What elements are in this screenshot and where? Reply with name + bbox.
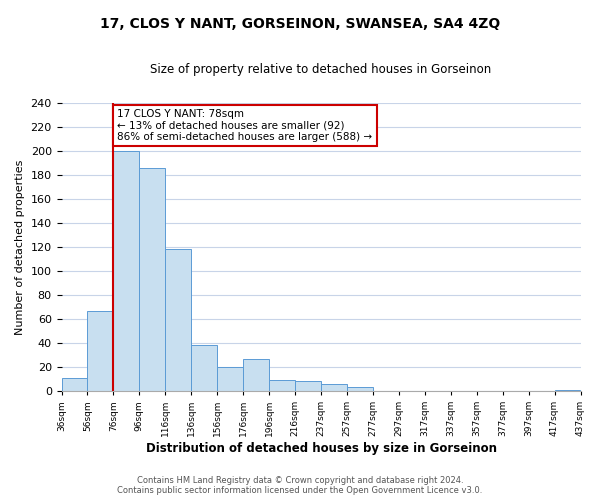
Bar bbox=[243, 358, 269, 391]
Text: 17 CLOS Y NANT: 78sqm
← 13% of detached houses are smaller (92)
86% of semi-deta: 17 CLOS Y NANT: 78sqm ← 13% of detached … bbox=[118, 109, 373, 142]
Title: Size of property relative to detached houses in Gorseinon: Size of property relative to detached ho… bbox=[151, 62, 491, 76]
Bar bbox=[113, 151, 139, 391]
Bar bbox=[139, 168, 166, 391]
Bar bbox=[269, 380, 295, 391]
X-axis label: Distribution of detached houses by size in Gorseinon: Distribution of detached houses by size … bbox=[146, 442, 497, 455]
Y-axis label: Number of detached properties: Number of detached properties bbox=[15, 160, 25, 334]
Bar bbox=[217, 367, 243, 391]
Text: Contains HM Land Registry data © Crown copyright and database right 2024.
Contai: Contains HM Land Registry data © Crown c… bbox=[118, 476, 482, 495]
Bar bbox=[347, 388, 373, 391]
Bar bbox=[321, 384, 347, 391]
Bar bbox=[295, 382, 321, 391]
Bar bbox=[191, 346, 217, 391]
Bar bbox=[554, 390, 580, 391]
Text: 17, CLOS Y NANT, GORSEINON, SWANSEA, SA4 4ZQ: 17, CLOS Y NANT, GORSEINON, SWANSEA, SA4… bbox=[100, 18, 500, 32]
Bar bbox=[166, 250, 191, 391]
Bar bbox=[88, 310, 113, 391]
Bar bbox=[62, 378, 88, 391]
